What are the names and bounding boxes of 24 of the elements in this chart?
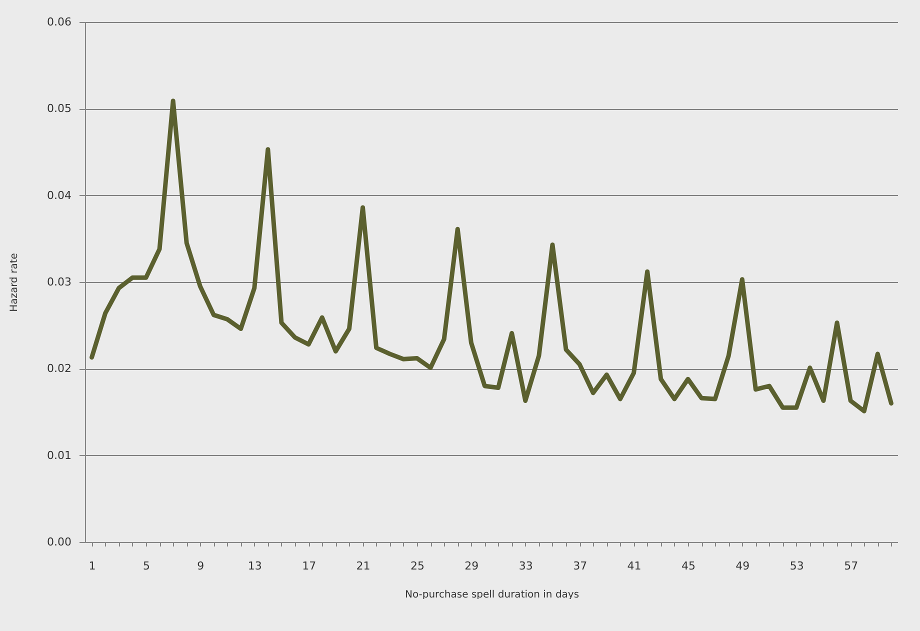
y-tick-label: 0.02 [47,362,72,376]
x-tick-label: 57 [844,560,858,572]
x-tick-label: 53 [790,560,804,572]
x-tick-label: 37 [573,560,588,572]
line-series [90,98,894,414]
y-tick-label: 0.05 [47,102,72,116]
y-tick-label: 0.01 [47,448,72,462]
x-tick-label: 29 [464,560,479,572]
x-tick-label: 33 [518,560,533,572]
x-tick-label: 13 [248,560,262,572]
x-tick-label: 21 [356,560,370,572]
x-tick-label: 9 [197,560,204,572]
y-axis-title: Hazard rate [9,253,20,312]
x-tick-label: 45 [681,560,696,572]
x-tick-label: 25 [410,560,424,572]
x-tick-label: 1 [88,560,96,572]
x-tick-label: 17 [302,560,316,572]
x-tick-label: 41 [627,560,642,572]
y-tick-label: 0.00 [47,536,72,548]
x-tick-label: 5 [142,560,150,572]
y-tick-label: 0.06 [47,16,72,28]
y-tick-label: 0.03 [47,276,72,288]
y-tick-label: 0.04 [47,188,72,202]
x-tick-label: 49 [736,560,750,572]
